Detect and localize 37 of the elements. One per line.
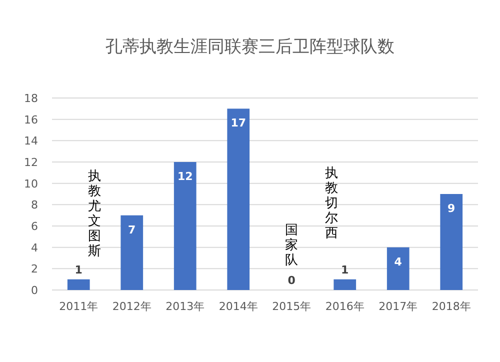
x-tick-label: 2011年 — [59, 300, 98, 313]
data-label: 1 — [74, 263, 82, 276]
x-tick-label: 2018年 — [432, 300, 471, 313]
x-tick-label: 2013年 — [166, 300, 205, 313]
chart-title: 孔蒂执教生涯同联赛三后卫阵型球队数 — [106, 37, 394, 57]
y-tick-label: 12 — [24, 156, 38, 169]
x-tick-label: 2015年 — [272, 300, 312, 313]
y-tick-label: 6 — [31, 220, 38, 233]
y-tick-label: 14 — [24, 134, 38, 148]
y-tick-label: 10 — [24, 177, 38, 190]
x-tick-label: 2012年 — [112, 300, 152, 313]
data-label: 9 — [448, 202, 456, 215]
x-tick-label: 2017年 — [378, 300, 418, 313]
data-label: 12 — [177, 170, 193, 183]
annotation: 国家队 — [285, 223, 298, 268]
annotation: 执教尤文图斯 — [88, 169, 102, 259]
bar — [440, 194, 463, 290]
data-label: 7 — [128, 223, 136, 236]
data-label: 0 — [288, 274, 296, 287]
bar — [227, 108, 250, 290]
y-tick-label: 0 — [31, 284, 38, 297]
annotation: 执教切尔西 — [325, 166, 338, 241]
data-label: 4 — [394, 255, 402, 268]
x-tick-label: 2014年 — [218, 300, 258, 313]
bar — [334, 279, 356, 290]
y-tick-label: 18 — [24, 92, 38, 105]
data-label: 1 — [341, 263, 349, 276]
x-tick-label: 2016年 — [325, 300, 364, 313]
y-tick-label: 8 — [31, 198, 38, 212]
y-tick-label: 16 — [24, 113, 38, 126]
bar — [120, 215, 144, 290]
y-tick-label: 4 — [31, 241, 38, 254]
bar — [386, 247, 410, 290]
bar — [67, 279, 90, 290]
y-tick-label: 2 — [31, 262, 38, 276]
bar — [174, 162, 196, 290]
data-label: 17 — [230, 116, 246, 130]
